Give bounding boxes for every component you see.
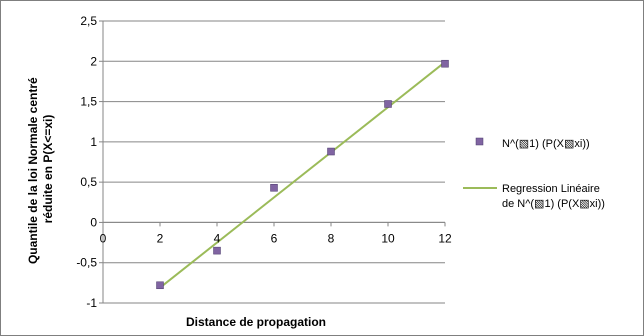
x-tick-label: 10 xyxy=(381,231,395,245)
data-point xyxy=(327,147,335,156)
tick-labels: -1-0,500,511,522,50 2 4 6 8 10 12 xyxy=(76,14,452,310)
x-tick-label: 2 xyxy=(157,231,164,245)
x-tick-label: 0 xyxy=(100,231,107,245)
y-tick-label: 2,5 xyxy=(80,14,97,28)
x-tick-label: 6 xyxy=(271,231,278,245)
legend-label-marker-series: N^(▧1) (P(X▧xi)) xyxy=(502,138,590,150)
y-tick-label: 1,5 xyxy=(80,95,97,109)
data-point xyxy=(441,59,449,68)
x-tick-label: 4 xyxy=(214,231,221,245)
regression-line xyxy=(159,61,446,289)
y-tick-label: -0,5 xyxy=(76,256,97,270)
x-axis-title: Distance de propagation xyxy=(186,315,326,329)
x-tick-label: 8 xyxy=(328,231,335,245)
y-axis-title-line-2: réduite en P(X<=xi) xyxy=(41,115,55,224)
legend: N^(▧1) (P(X▧xi)) Regression Linéaire de … xyxy=(463,137,605,210)
y-tick-label: 0 xyxy=(90,215,97,229)
legend-label-regression-line-2: de N^(▧1) (P(X▧xi)) xyxy=(502,198,605,210)
data-point xyxy=(156,281,164,290)
y-axis-title: Quantile de la loi Normale centré réduit… xyxy=(26,74,55,264)
y-axis-title-line-1: Quantile de la loi Normale centré xyxy=(26,77,40,264)
data-point xyxy=(270,184,278,192)
y-tick-label: 1 xyxy=(90,135,97,149)
legend-label-regression-line-1: Regression Linéaire xyxy=(502,183,600,195)
series-layer xyxy=(156,59,449,290)
y-tick-label: -1 xyxy=(86,296,97,310)
y-tick-label: 0,5 xyxy=(80,175,97,189)
axes xyxy=(99,20,446,304)
legend-marker-symbol xyxy=(475,137,484,146)
y-tick-label: 2 xyxy=(90,54,97,68)
data-point xyxy=(213,246,221,255)
gridlines xyxy=(103,20,445,304)
data-point xyxy=(384,100,392,108)
x-tick-label: 12 xyxy=(438,231,452,245)
legend-label-regression: Regression Linéaire de N^(▧1) (P(X▧xi)) xyxy=(502,183,605,210)
